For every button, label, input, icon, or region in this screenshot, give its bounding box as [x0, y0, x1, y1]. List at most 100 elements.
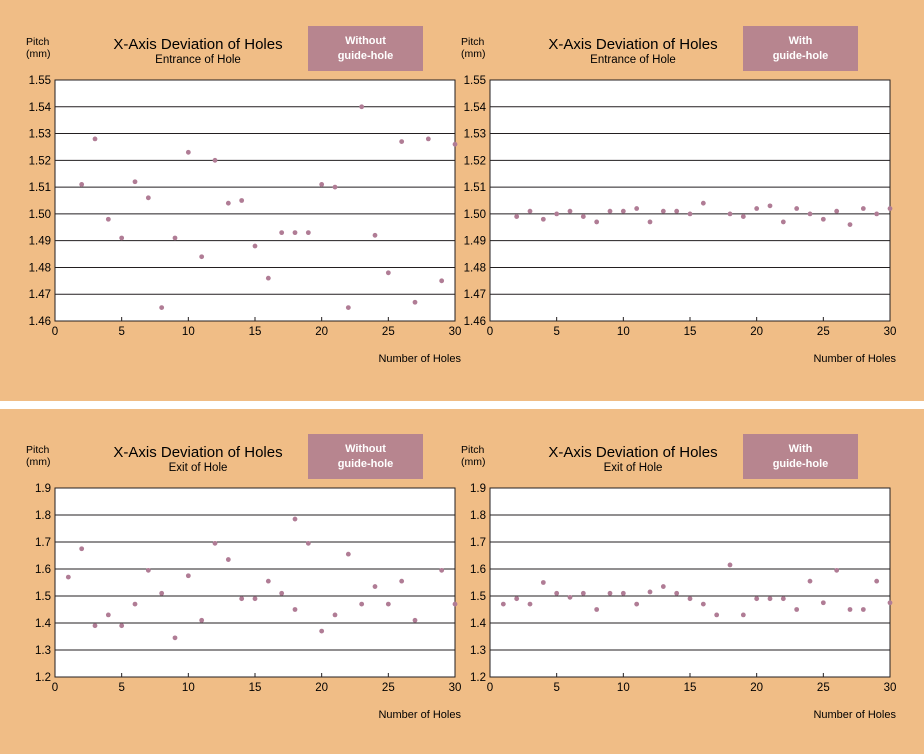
- data-point: [145, 567, 151, 573]
- data-point: [92, 623, 98, 629]
- data-point: [439, 567, 445, 573]
- x-tick-label: 0: [487, 682, 493, 694]
- data-point: [754, 596, 760, 602]
- data-point: [65, 574, 71, 580]
- badge-line-1: Without: [345, 35, 386, 47]
- data-point: [332, 612, 338, 618]
- data-point: [660, 584, 666, 589]
- data-point: [159, 305, 165, 311]
- y-tick-label: 1.7: [35, 537, 51, 549]
- data-point: [727, 562, 733, 568]
- x-tick-label: 15: [249, 682, 262, 694]
- data-point: [452, 601, 458, 607]
- data-point: [807, 578, 813, 584]
- badge-line-1: Without: [345, 443, 386, 455]
- data-point: [860, 206, 866, 211]
- x-tick-label: 5: [553, 682, 559, 694]
- data-point: [794, 206, 800, 211]
- x-tick-label: 5: [118, 326, 124, 338]
- data-point: [807, 211, 813, 217]
- x-tick-label: 0: [487, 326, 493, 338]
- data-point: [620, 208, 626, 214]
- data-point: [79, 182, 85, 187]
- data-point: [412, 299, 418, 305]
- data-point: [79, 546, 85, 552]
- data-point: [212, 540, 218, 546]
- data-point: [834, 208, 840, 214]
- y-tick-label: 1.7: [470, 537, 486, 549]
- badge: [308, 434, 423, 479]
- data-point: [92, 136, 98, 142]
- x-tick-label: 10: [617, 326, 630, 338]
- badge-line-1: With: [789, 443, 813, 455]
- data-point: [674, 590, 680, 596]
- y-tick-label: 1.46: [464, 316, 486, 328]
- data-point: [874, 211, 880, 217]
- y-axis-unit: (mm): [461, 456, 486, 468]
- data-point: [425, 136, 431, 142]
- data-point: [580, 214, 586, 219]
- x-tick-label: 10: [617, 682, 630, 694]
- data-point: [412, 617, 418, 623]
- x-tick-label: 30: [449, 326, 462, 338]
- chart-2: 1.55 1.54 1.53 1.52 1.51 1.50 1.49 1.48 1.47 1.46…: [461, 26, 896, 365]
- data-point: [359, 601, 365, 607]
- data-point: [105, 612, 111, 618]
- data-point: [452, 141, 458, 147]
- data-point: [239, 596, 245, 602]
- data-point: [514, 596, 520, 602]
- chart-title: X-Axis Deviation of Holes: [113, 36, 282, 53]
- data-point: [265, 578, 271, 584]
- data-point: [887, 600, 893, 606]
- x-tick-label: 10: [182, 326, 195, 338]
- y-tick-label: 1.55: [29, 75, 51, 87]
- y-axis-unit: (mm): [26, 456, 51, 468]
- data-point: [780, 596, 786, 602]
- y-tick-label: 1.2: [470, 672, 486, 684]
- data-point: [332, 184, 338, 190]
- data-point: [172, 635, 178, 641]
- y-tick-label: 1.9: [470, 483, 486, 495]
- chart-1: 1.55 1.54 1.53 1.52 1.51 1.50 1.49 1.48 1.47 1.46…: [26, 26, 461, 365]
- y-tick-label: 1.3: [470, 645, 486, 657]
- data-point: [700, 601, 706, 607]
- data-point: [540, 216, 546, 222]
- data-point: [727, 211, 733, 217]
- badge-line-2: guide-hole: [773, 458, 829, 470]
- data-point: [385, 270, 391, 276]
- y-tick-label: 1.4: [470, 618, 487, 630]
- data-point: [634, 206, 640, 211]
- badge-line-1: With: [789, 35, 813, 47]
- y-tick-label: 1.50: [29, 209, 51, 221]
- data-point: [252, 596, 258, 602]
- plot-area: [55, 488, 455, 677]
- plot-area: [490, 80, 890, 321]
- data-point: [554, 211, 560, 217]
- y-tick-label: 1.48: [29, 262, 51, 274]
- data-point: [714, 612, 720, 618]
- data-point: [687, 596, 693, 602]
- data-point: [607, 590, 613, 596]
- y-tick-label: 1.47: [29, 289, 51, 301]
- data-point: [225, 200, 231, 206]
- data-point: [252, 243, 258, 249]
- data-point: [554, 590, 560, 596]
- badge-line-2: guide-hole: [338, 458, 394, 470]
- x-tick-label: 30: [449, 682, 462, 694]
- y-tick-label: 1.8: [470, 510, 486, 522]
- data-point: [185, 149, 191, 155]
- data-point: [159, 590, 165, 596]
- plot-area: [55, 80, 455, 321]
- x-tick-label: 0: [52, 682, 58, 694]
- data-point: [740, 214, 746, 219]
- data-point: [119, 623, 125, 629]
- x-tick-label: 25: [817, 326, 830, 338]
- data-point: [794, 607, 800, 612]
- y-tick-label: 1.8: [35, 510, 51, 522]
- badge: [743, 26, 858, 71]
- chart-4: 1.9 1.8 1.7 1.6 1.5 1.4 1.3 1.20 5 10 15 20 25 30 Pitc…: [461, 434, 896, 721]
- x-tick-label: 5: [118, 682, 124, 694]
- x-tick-label: 5: [553, 326, 559, 338]
- x-tick-label: 20: [750, 326, 763, 338]
- x-tick-label: 20: [315, 326, 328, 338]
